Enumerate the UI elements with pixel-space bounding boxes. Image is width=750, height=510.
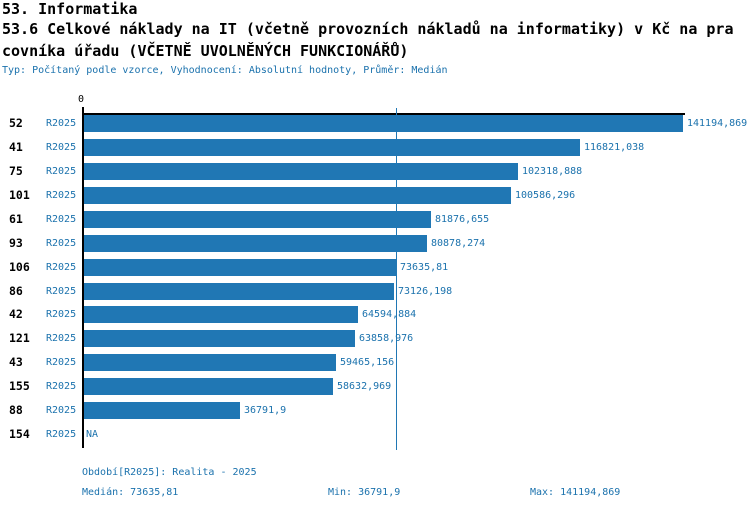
row-period-label: R2025	[46, 118, 77, 129]
row-bar	[84, 402, 240, 419]
row-value-label: 100586,296	[515, 190, 576, 201]
row-value-label: 141194,869	[687, 118, 748, 129]
row-period-label: R2025	[46, 357, 77, 368]
median-stat: Medián: 73635,81	[82, 487, 179, 498]
row-category-label: 86	[9, 284, 23, 298]
chart-row: 61 R2025 81876,655	[0, 211, 750, 228]
row-bar	[84, 259, 396, 276]
row-category-label: 43	[9, 355, 23, 369]
row-period-label: R2025	[46, 286, 77, 297]
row-category-label: 121	[9, 331, 30, 345]
chart-row: 75 R2025 102318,888	[0, 163, 750, 180]
bar-chart: 0 52 R2025 141194,869 41 R2025 116821,03…	[0, 94, 750, 450]
row-period-label: R2025	[46, 381, 77, 392]
chart-row: 41 R2025 116821,038	[0, 139, 750, 156]
row-category-label: 61	[9, 212, 23, 226]
row-period-label: R2025	[46, 166, 77, 177]
row-bar	[84, 139, 580, 156]
row-value-label: 59465,156	[340, 357, 395, 368]
row-bar	[84, 306, 358, 323]
axis-zero-tick-label: 0	[77, 94, 84, 105]
section-title: 53. Informatika	[2, 0, 138, 18]
chart-row: 101 R2025 100586,296	[0, 187, 750, 204]
chart-row: 154 R2025 NA	[0, 426, 750, 443]
min-stat: Min: 36791,9	[328, 487, 401, 498]
row-value-label: 102318,888	[522, 166, 583, 177]
row-category-label: 41	[9, 140, 23, 154]
row-category-label: 106	[9, 260, 30, 274]
chart-row: 88 R2025 36791,9	[0, 402, 750, 419]
row-value-label: 116821,038	[584, 142, 645, 153]
indicator-meta: Typ: Počítaný podle vzorce, Vyhodnocení:…	[2, 65, 448, 76]
row-value-label: 80878,274	[431, 238, 486, 249]
row-value-label: 73126,198	[398, 286, 453, 297]
indicator-title-line2: covníka úřadu (VČETNĚ UVOLNĚNÝCH FUNKCIO…	[2, 42, 409, 60]
row-value-label: NA	[86, 429, 99, 440]
row-value-label: 63858,976	[359, 333, 414, 344]
row-period-label: R2025	[46, 262, 77, 273]
row-bar	[84, 354, 336, 371]
row-bar	[84, 187, 511, 204]
row-period-label: R2025	[46, 309, 77, 320]
row-period-label: R2025	[46, 142, 77, 153]
row-value-label: 58632,969	[337, 381, 392, 392]
axis-left-line	[82, 107, 84, 448]
row-value-label: 81876,655	[435, 214, 490, 225]
indicator-title-line1: 53.6 Celkové náklady na IT (včetně provo…	[2, 20, 734, 38]
max-stat: Max: 141194,869	[530, 487, 621, 498]
row-period-label: R2025	[46, 429, 77, 440]
row-period-label: R2025	[46, 238, 77, 249]
row-category-label: 101	[9, 188, 30, 202]
row-category-label: 42	[9, 307, 23, 321]
row-value-label: 64594,884	[362, 309, 417, 320]
chart-row: 43 R2025 59465,156	[0, 354, 750, 371]
row-bar	[84, 283, 394, 300]
row-value-label: 73635,81	[400, 262, 449, 273]
row-bar	[84, 330, 355, 347]
chart-row: 42 R2025 64594,884	[0, 306, 750, 323]
row-category-label: 75	[9, 164, 23, 178]
chart-row: 86 R2025 73126,198	[0, 283, 750, 300]
row-period-label: R2025	[46, 333, 77, 344]
row-period-label: R2025	[46, 405, 77, 416]
row-period-label: R2025	[46, 214, 77, 225]
chart-row: 121 R2025 63858,976	[0, 330, 750, 347]
chart-row: 155 R2025 58632,969	[0, 378, 750, 395]
row-bar	[84, 115, 683, 132]
period-label: Období[R2025]: Realita - 2025	[82, 467, 257, 478]
row-category-label: 154	[9, 427, 30, 441]
row-category-label: 155	[9, 379, 30, 393]
axis-top-line	[82, 113, 685, 115]
row-bar	[84, 235, 427, 252]
chart-row: 93 R2025 80878,274	[0, 235, 750, 252]
row-value-label: 36791,9	[244, 405, 287, 416]
row-bar	[84, 378, 333, 395]
row-bar	[84, 211, 431, 228]
row-category-label: 93	[9, 236, 23, 250]
chart-row: 106 R2025 73635,81	[0, 259, 750, 276]
row-category-label: 52	[9, 116, 23, 130]
row-category-label: 88	[9, 403, 23, 417]
row-bar	[84, 163, 518, 180]
median-line	[396, 108, 397, 450]
row-period-label: R2025	[46, 190, 77, 201]
chart-row: 52 R2025 141194,869	[0, 115, 750, 132]
